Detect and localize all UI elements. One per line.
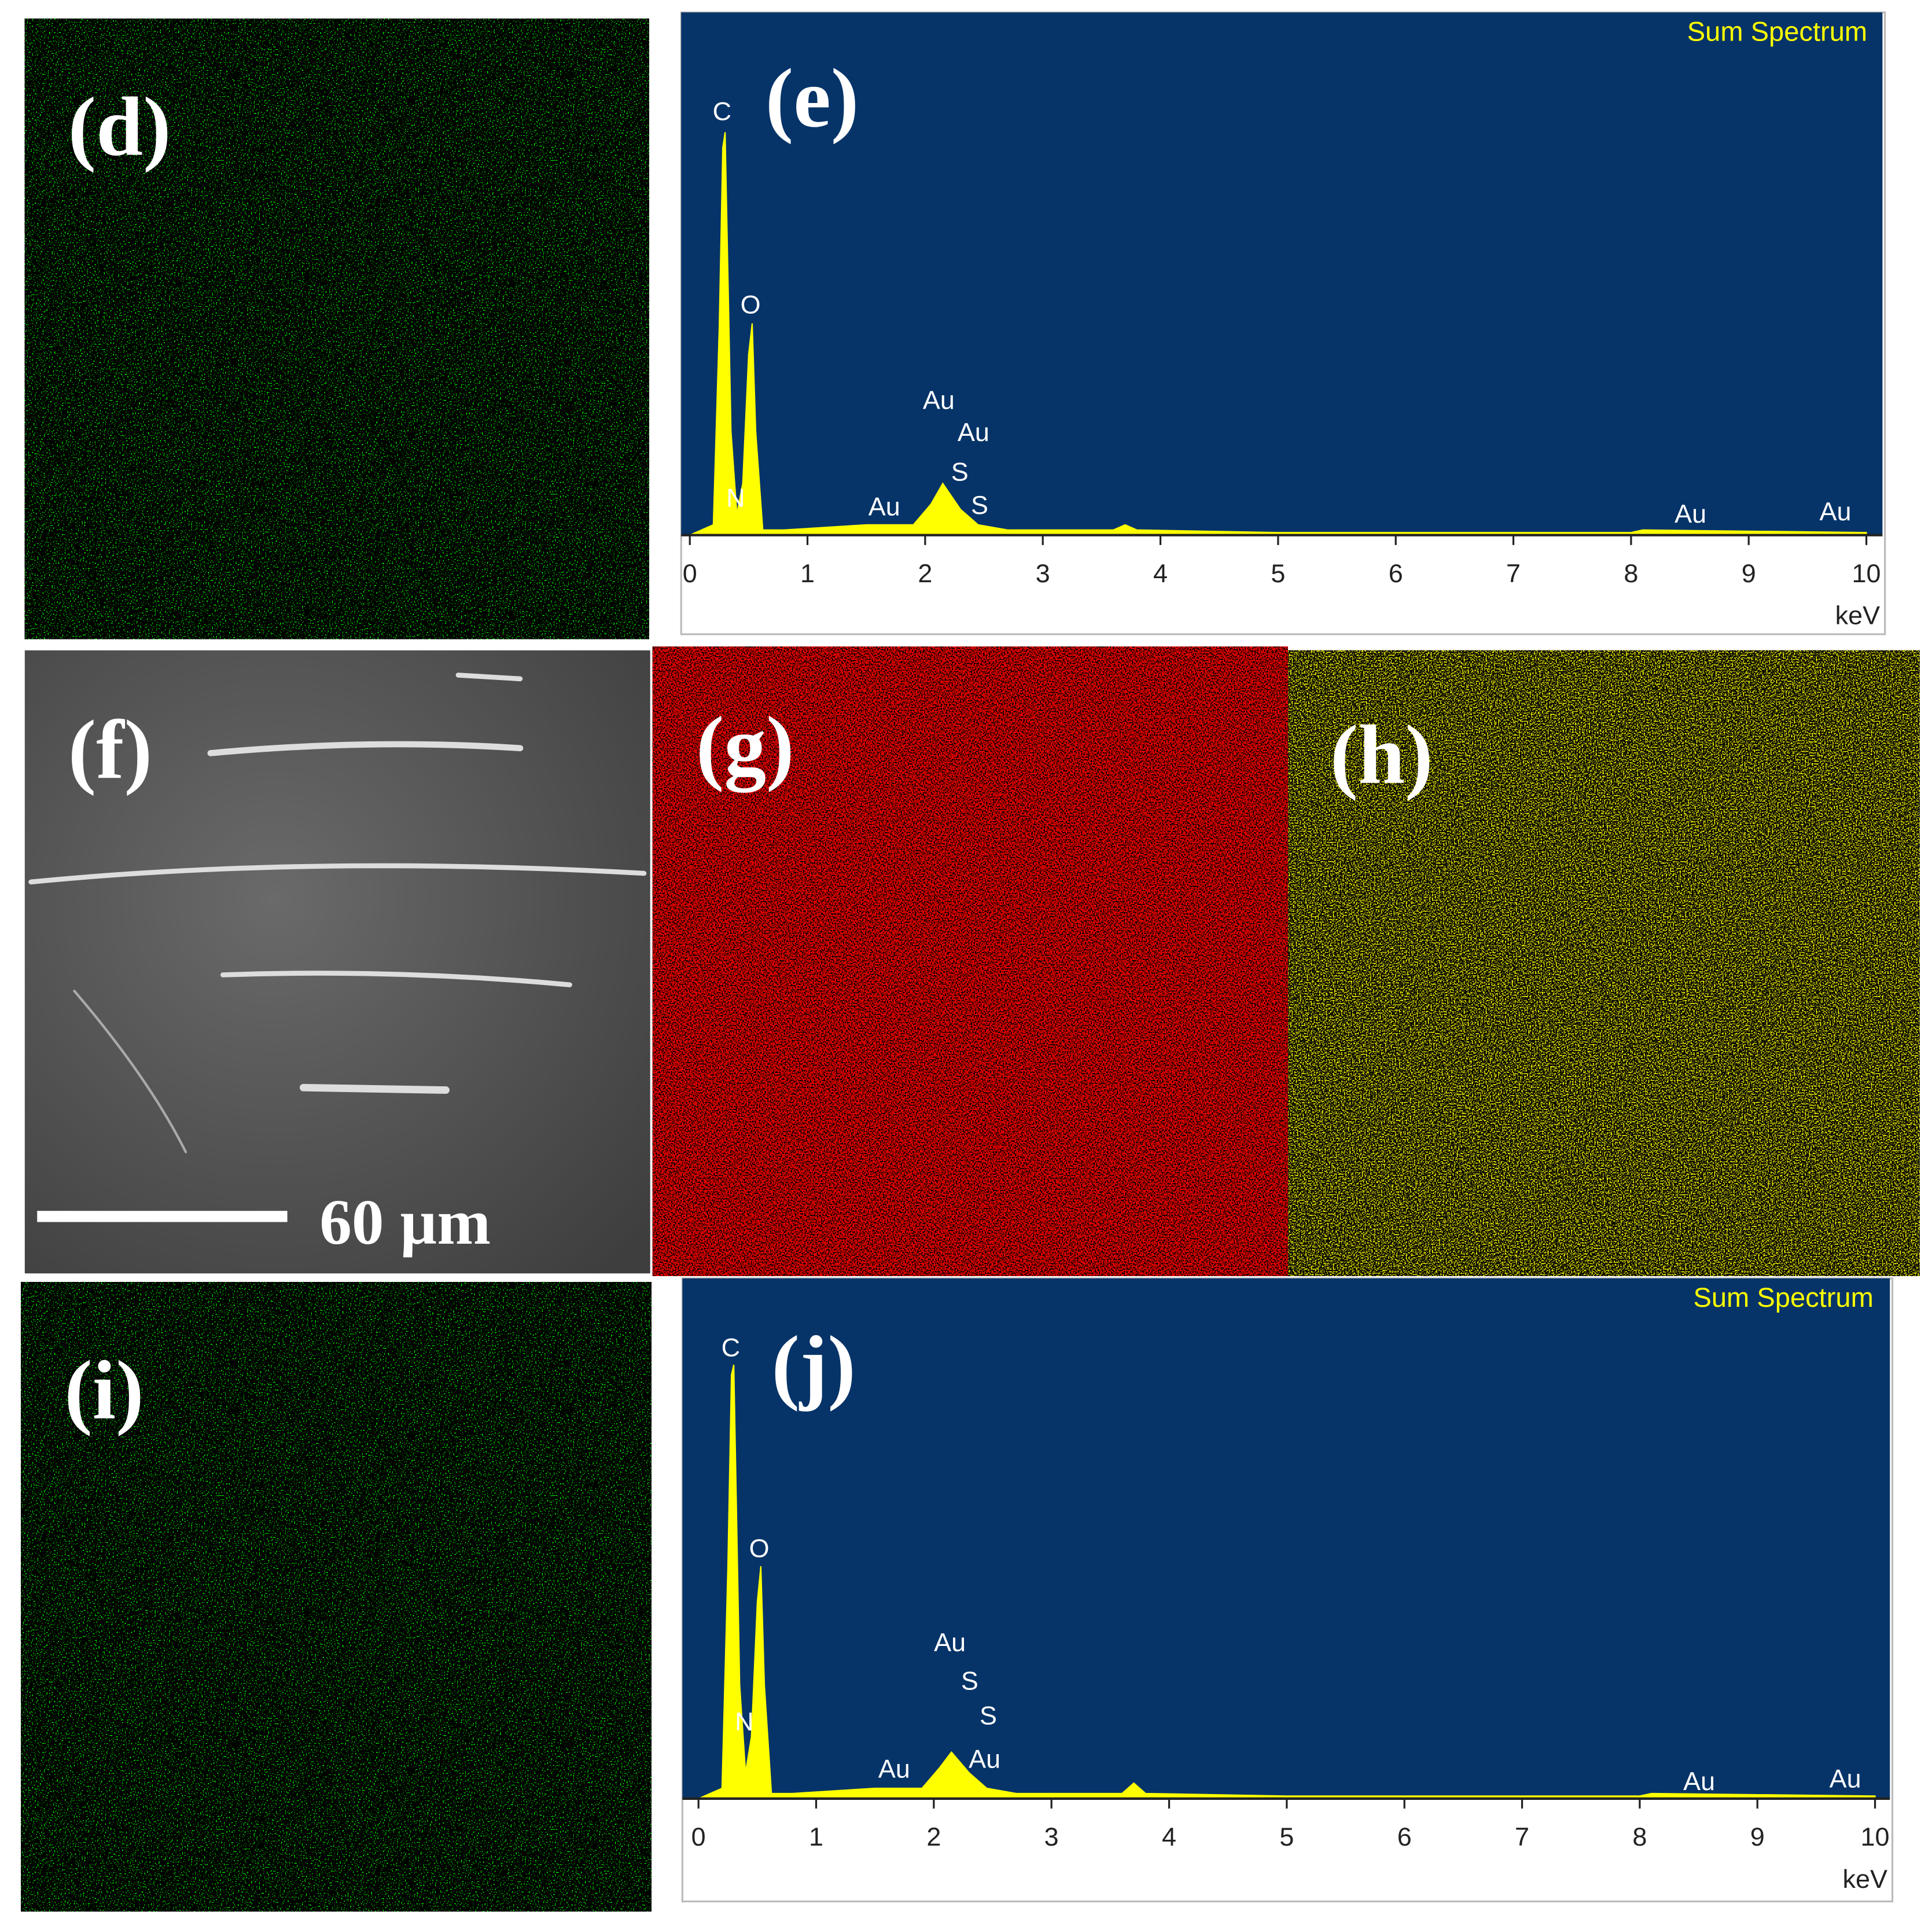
map-d-dots — [24, 19, 649, 640]
spectrum — [698, 1364, 1876, 1799]
panel-label: (h) — [1330, 708, 1433, 802]
peak-label: S — [951, 457, 969, 486]
peak-label: Au — [934, 1627, 966, 1657]
peak-label: O — [749, 1533, 770, 1563]
x-tick-label: 8 — [1624, 558, 1638, 588]
scale-bar-label: 60 µm — [319, 1187, 491, 1258]
x-tick-label: 9 — [1742, 558, 1756, 588]
peak-label: Au — [1820, 497, 1852, 526]
map-g — [652, 646, 1288, 1276]
peak-label: Au — [878, 1754, 910, 1783]
peak-label: S — [980, 1700, 997, 1730]
x-tick-label: 1 — [800, 558, 815, 588]
x-axis-label: keV — [1835, 601, 1880, 630]
x-tick-label: 2 — [926, 1822, 941, 1851]
spectrum — [689, 132, 1867, 536]
peak-label: S — [971, 490, 988, 520]
spectrum-title: Sum Spectrum — [1693, 1282, 1873, 1313]
x-tick-label: 5 — [1271, 558, 1285, 588]
x-tick-label: 3 — [1044, 1822, 1059, 1851]
peak-label: S — [961, 1666, 978, 1695]
x-tick-label: 0 — [683, 558, 697, 588]
sem-image — [24, 650, 650, 1274]
peak-label: C — [713, 97, 731, 126]
x-tick-label: 4 — [1162, 1822, 1176, 1851]
x-tick-label: 6 — [1397, 1822, 1412, 1851]
peak-label: O — [741, 290, 761, 319]
map-i-dots — [21, 1282, 652, 1912]
plot-area — [682, 1278, 1890, 1799]
x-tick-label: 9 — [1750, 1822, 1765, 1851]
peak-label: C — [722, 1333, 740, 1362]
x-tick-label: 7 — [1506, 558, 1521, 588]
x-tick-label: 10 — [1861, 1822, 1890, 1851]
x-tick-label: 7 — [1515, 1822, 1529, 1851]
x-tick-label: 8 — [1632, 1822, 1647, 1851]
x-tick-label: 1 — [809, 1822, 823, 1851]
peak-label: N — [726, 483, 745, 512]
x-tick-label: 10 — [1852, 558, 1881, 588]
sem-streaks — [28, 672, 647, 1153]
peak-label: Au — [1675, 499, 1706, 528]
peak-label: Au — [923, 385, 955, 414]
map-h — [1288, 650, 1920, 1276]
x-tick-label: 3 — [1036, 558, 1050, 588]
panel-label: (j) — [771, 1319, 855, 1412]
spectrum-title: Sum Spectrum — [1687, 16, 1867, 47]
panel-label: (g) — [696, 700, 794, 793]
peak-label: Au — [958, 417, 989, 447]
panel-label: (i) — [64, 1344, 143, 1437]
peak-label: Au — [969, 1744, 1000, 1773]
plot-area — [681, 12, 1883, 535]
peak-label: Au — [1683, 1766, 1715, 1796]
x-tick-label: 2 — [918, 558, 932, 588]
panel-label: (d) — [68, 80, 171, 174]
panel-label: (f) — [68, 703, 152, 796]
x-tick-label: 6 — [1389, 558, 1403, 588]
x-tick-label: 0 — [691, 1822, 706, 1851]
peak-label: N — [735, 1707, 753, 1736]
panel-label: (e) — [766, 52, 859, 145]
peak-label: Au — [1830, 1764, 1861, 1794]
x-axis-label: keV — [1843, 1864, 1887, 1894]
x-tick-label: 4 — [1153, 558, 1168, 588]
x-tick-label: 5 — [1279, 1822, 1294, 1851]
peak-label: Au — [869, 491, 900, 521]
